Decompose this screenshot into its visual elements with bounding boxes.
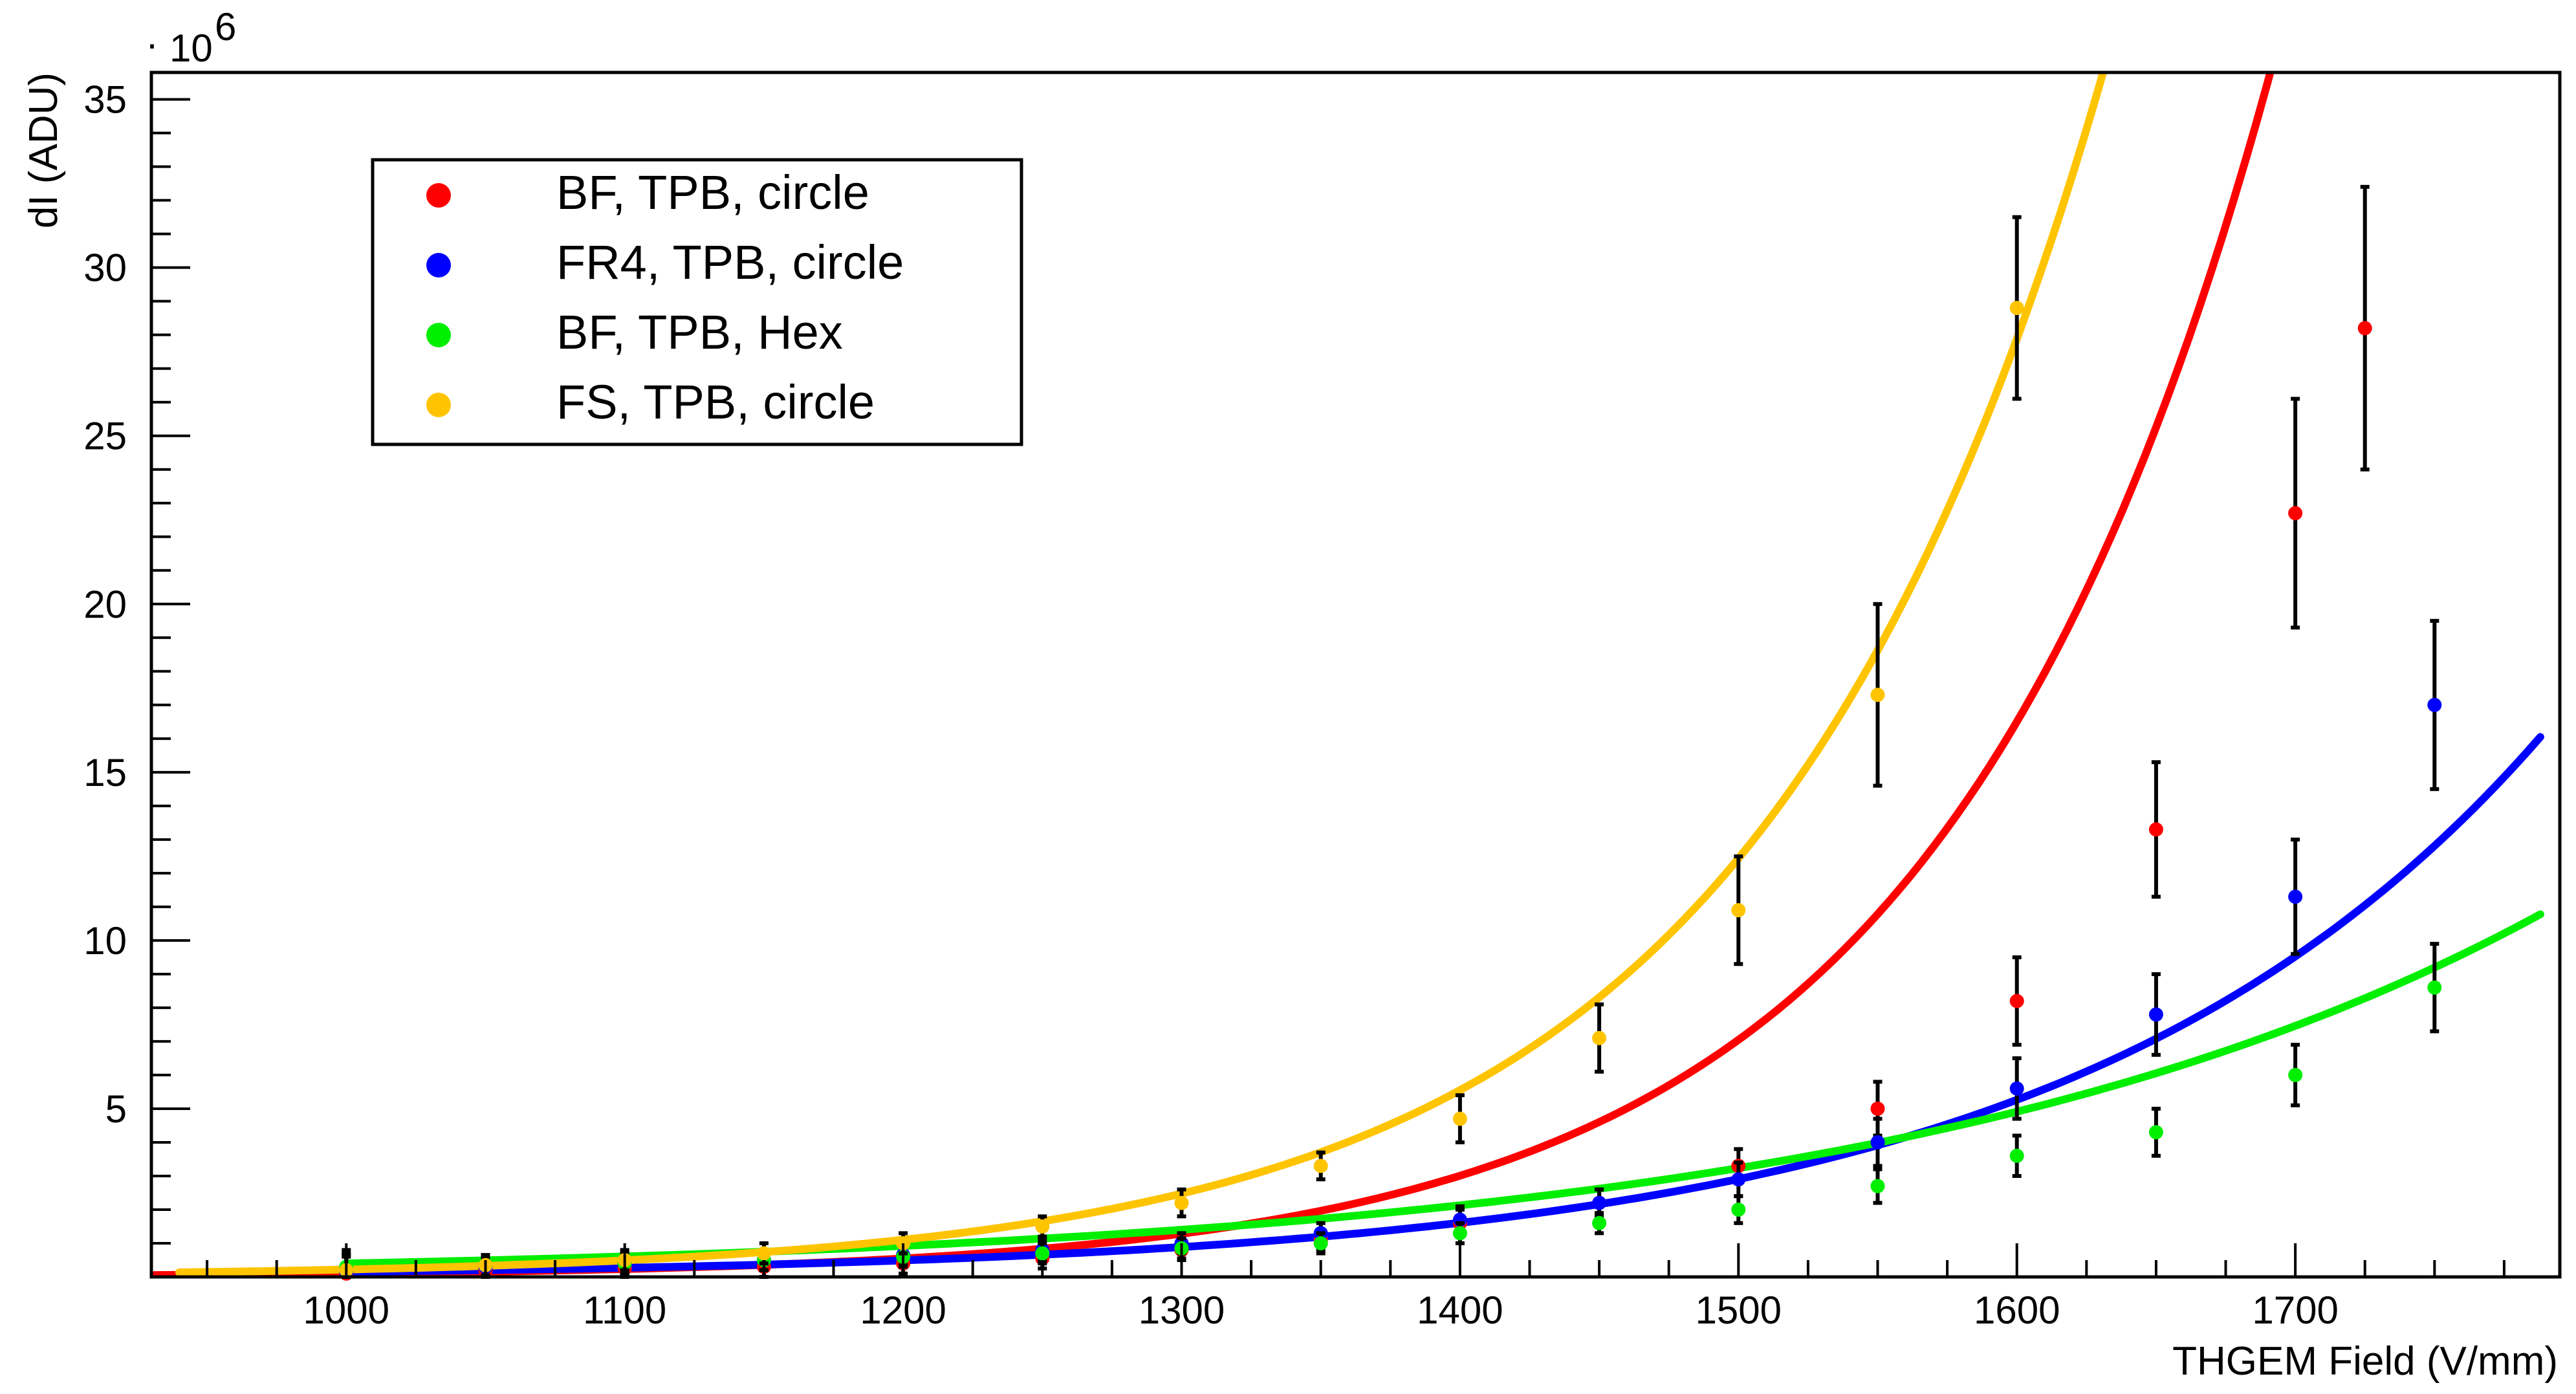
x-axis-title: THGEM Field (V/mm) [2172,1339,2558,1384]
y-tick-label: 20 [83,583,127,626]
data-point [2148,1125,2163,1140]
data-point [2357,321,2372,336]
data-point [1452,1111,1467,1126]
y-tick-label: 35 [83,78,127,122]
data-point [2148,1007,2163,1022]
x-tick-label: 1400 [1417,1289,1503,1332]
y-multiplier-base: 10 [169,27,213,70]
data-point [1592,1215,1607,1230]
data-point [1174,1195,1189,1210]
plot-frame [149,71,2562,1279]
data-point [2288,889,2303,904]
data-point [2427,980,2442,995]
legend-marker [426,323,451,347]
x-tick-label: 1600 [1974,1289,2060,1332]
legend-marker [426,393,451,417]
legend: BF, TPB, circle FR4, TPB, circle BF, TPB… [371,158,1023,446]
data-point [1870,1101,1885,1116]
data-point [2148,822,2163,837]
x-tick-label: 1200 [860,1289,946,1332]
x-tick-label: 1300 [1139,1289,1225,1332]
fit-curve [175,72,2108,1276]
data-point [2288,506,2303,521]
data-point [1731,1172,1746,1187]
plot-area [151,72,2544,1281]
legend-label: BF, TPB, Hex [556,305,843,359]
y-axis: 5 10 15 20 25 30 35 [83,78,190,1245]
data-point [1870,1135,1885,1149]
data-point [2009,301,2024,316]
y-tick-label: 10 [83,919,127,963]
data-point [2427,697,2442,712]
legend-marker [426,253,451,278]
y-tick-label: 25 [83,415,127,458]
data-point [2009,1081,2024,1096]
legend-marker [426,183,451,208]
data-point [2009,994,2024,1008]
data-point [1313,1236,1328,1250]
legend-label: FS, TPB, circle [556,375,875,429]
data-point [1035,1219,1050,1234]
y-axis-title: dI (ADU) [21,72,66,228]
y-multiplier-exponent: 6 [215,5,236,49]
data-point [1870,1179,1885,1193]
data-point [1592,1030,1607,1045]
x-tick-label: 1100 [583,1289,666,1332]
legend-box [371,158,1023,446]
legend-label: FR4, TPB, circle [556,235,904,289]
data-point [1452,1226,1467,1241]
fit-curves [151,72,2544,1277]
data-point [1313,1159,1328,1173]
y-tick-label: 15 [83,751,127,794]
data-point [1592,1195,1607,1210]
fit-curve [342,733,2544,1276]
y-multiplier-dot: · [146,22,158,65]
y-multiplier: · 10 6 [146,5,236,70]
data-point [756,1246,771,1261]
data-point [2009,1148,2024,1163]
x-tick-label: 1500 [1696,1289,1782,1332]
data-point [1035,1246,1050,1261]
data-point [1870,688,1885,702]
data-point [2288,1067,2303,1082]
y-tick-label: 5 [105,1087,127,1131]
data-point [896,1236,911,1250]
x-tick-label: 1000 [303,1289,389,1332]
x-axis: 1000 1100 1200 1300 1400 1500 1600 1700 [206,1243,2505,1332]
data-point [1731,1202,1746,1217]
x-tick-label: 1700 [2252,1289,2338,1332]
data-point [1731,903,1746,918]
y-tick-label: 30 [83,246,127,290]
legend-label: BF, TPB, circle [556,166,869,219]
